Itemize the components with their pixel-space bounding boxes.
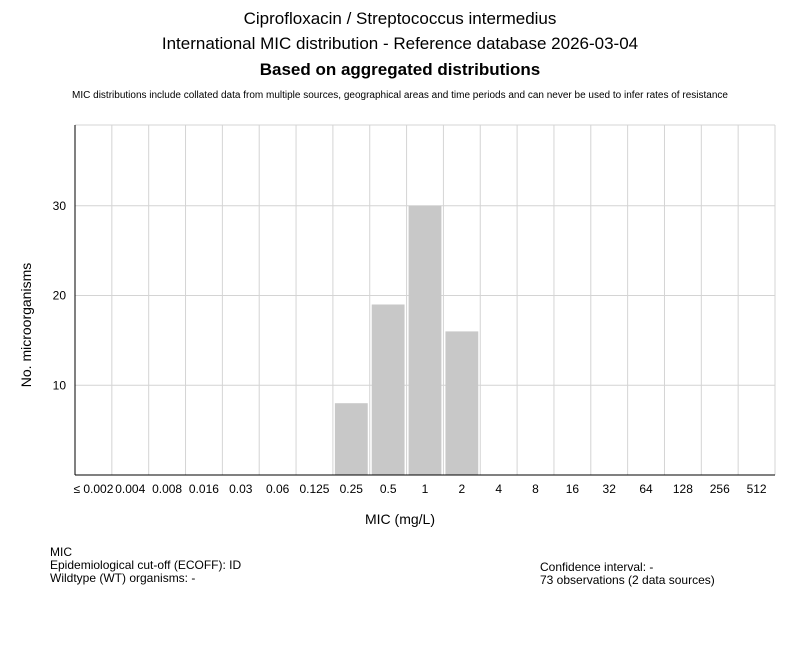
- footer-right: Confidence interval: - 73 observations (…: [540, 561, 715, 587]
- x-tick-label: 0.03: [229, 482, 253, 496]
- bar-1: [408, 205, 442, 475]
- x-tick-label: 1: [422, 482, 429, 496]
- chart-title: Ciprofloxacin / Streptococcus intermediu…: [243, 9, 557, 28]
- bar-0.25: [334, 403, 368, 475]
- x-tick-label: 64: [639, 482, 653, 496]
- grid-lines: [75, 124, 776, 475]
- x-tick-label: 2: [458, 482, 465, 496]
- x-tick-label: 0.016: [189, 482, 219, 496]
- y-tick-label: 30: [53, 199, 67, 213]
- chart-note: MIC distributions include collated data …: [72, 90, 728, 101]
- x-tick-labels: ≤ 0.002 0.004 0.008 0.016 0.03 0.06 0.125 0.25 0…: [73, 482, 766, 496]
- footer-observations: 73 observations (2 data sources): [540, 573, 715, 587]
- x-tick-label: 8: [532, 482, 539, 496]
- footer-wildtype: Wildtype (WT) organisms: -: [50, 571, 196, 585]
- footer-ecoff: Epidemiological cut-off (ECOFF): ID: [50, 558, 242, 572]
- x-tick-label: 512: [747, 482, 767, 496]
- footer-confidence: Confidence interval: -: [540, 560, 654, 574]
- y-axis-label: No. microorganisms: [18, 263, 34, 387]
- x-tick-label: 0.06: [266, 482, 290, 496]
- x-tick-label: 128: [673, 482, 693, 496]
- x-tick-label: 0.125: [299, 482, 329, 496]
- chart-subtitle-bold: Based on aggregated distributions: [259, 60, 541, 79]
- x-tick-label: 0.5: [380, 482, 397, 496]
- bars: [334, 205, 479, 475]
- y-tick-labels: 10 20 30: [53, 199, 67, 392]
- y-tick-label: 10: [53, 378, 67, 392]
- x-tick-label: 256: [710, 482, 730, 496]
- x-tick-label: 0.004: [115, 482, 145, 496]
- x-tick-label: 0.25: [340, 482, 364, 496]
- axes: [74, 125, 775, 476]
- footer-left: MIC Epidemiological cut-off (ECOFF): ID …: [50, 546, 241, 585]
- x-tick-label: 16: [566, 482, 580, 496]
- x-tick-label: 0.008: [152, 482, 182, 496]
- x-tick-label: ≤ 0.002: [73, 482, 113, 496]
- x-tick-label: 4: [495, 482, 502, 496]
- footer-mic-label: MIC: [50, 545, 72, 559]
- bar-0.5: [371, 304, 405, 475]
- chart-subtitle: International MIC distribution - Referen…: [161, 34, 639, 53]
- bar-2: [445, 331, 479, 475]
- y-tick-label: 20: [53, 289, 67, 303]
- x-tick-label: 32: [603, 482, 617, 496]
- x-axis-label: MIC (mg/L): [365, 511, 435, 527]
